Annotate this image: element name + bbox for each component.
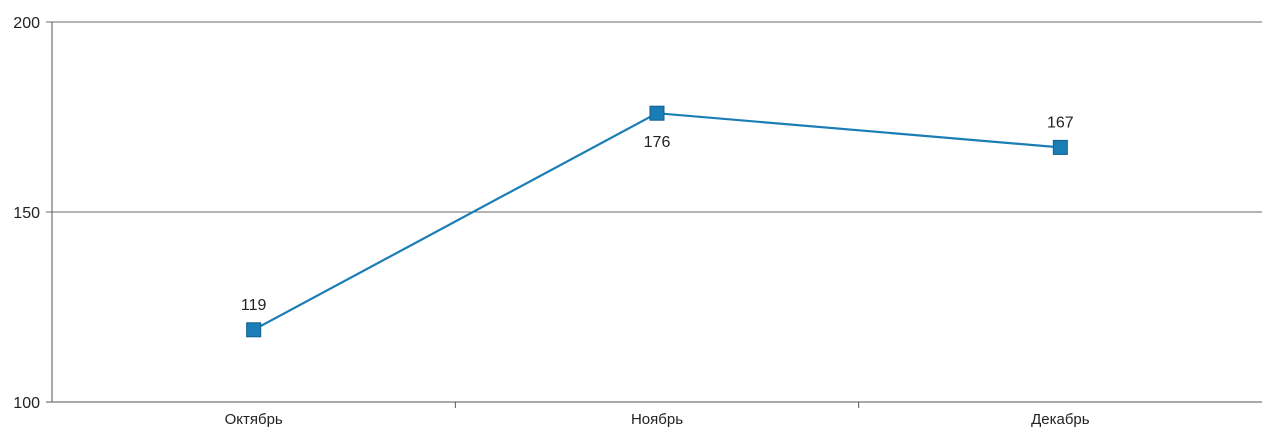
data-point-marker [1052,139,1068,155]
x-tick-label: Октябрь [225,411,283,428]
x-tick-label: Декабрь [1031,411,1090,428]
series [246,105,1068,338]
data-label: 167 [1047,114,1074,131]
data-point-marker [649,105,665,121]
data-label: 176 [644,134,671,151]
x-tick-labels: Октябрь Ноябрь Декабрь [225,411,1090,428]
data-point-marker [246,322,262,338]
y-tick-label: 150 [13,205,40,222]
axes [46,22,1262,408]
y-tick-label: 100 [13,395,40,412]
x-tick-label: Ноябрь [631,411,683,428]
y-tick-labels: 100 150 200 [13,15,40,412]
data-labels: 119 176 167 [241,114,1074,313]
data-label: 119 [241,297,267,314]
gridlines [46,21,1262,213]
y-tick-label: 200 [13,15,40,32]
